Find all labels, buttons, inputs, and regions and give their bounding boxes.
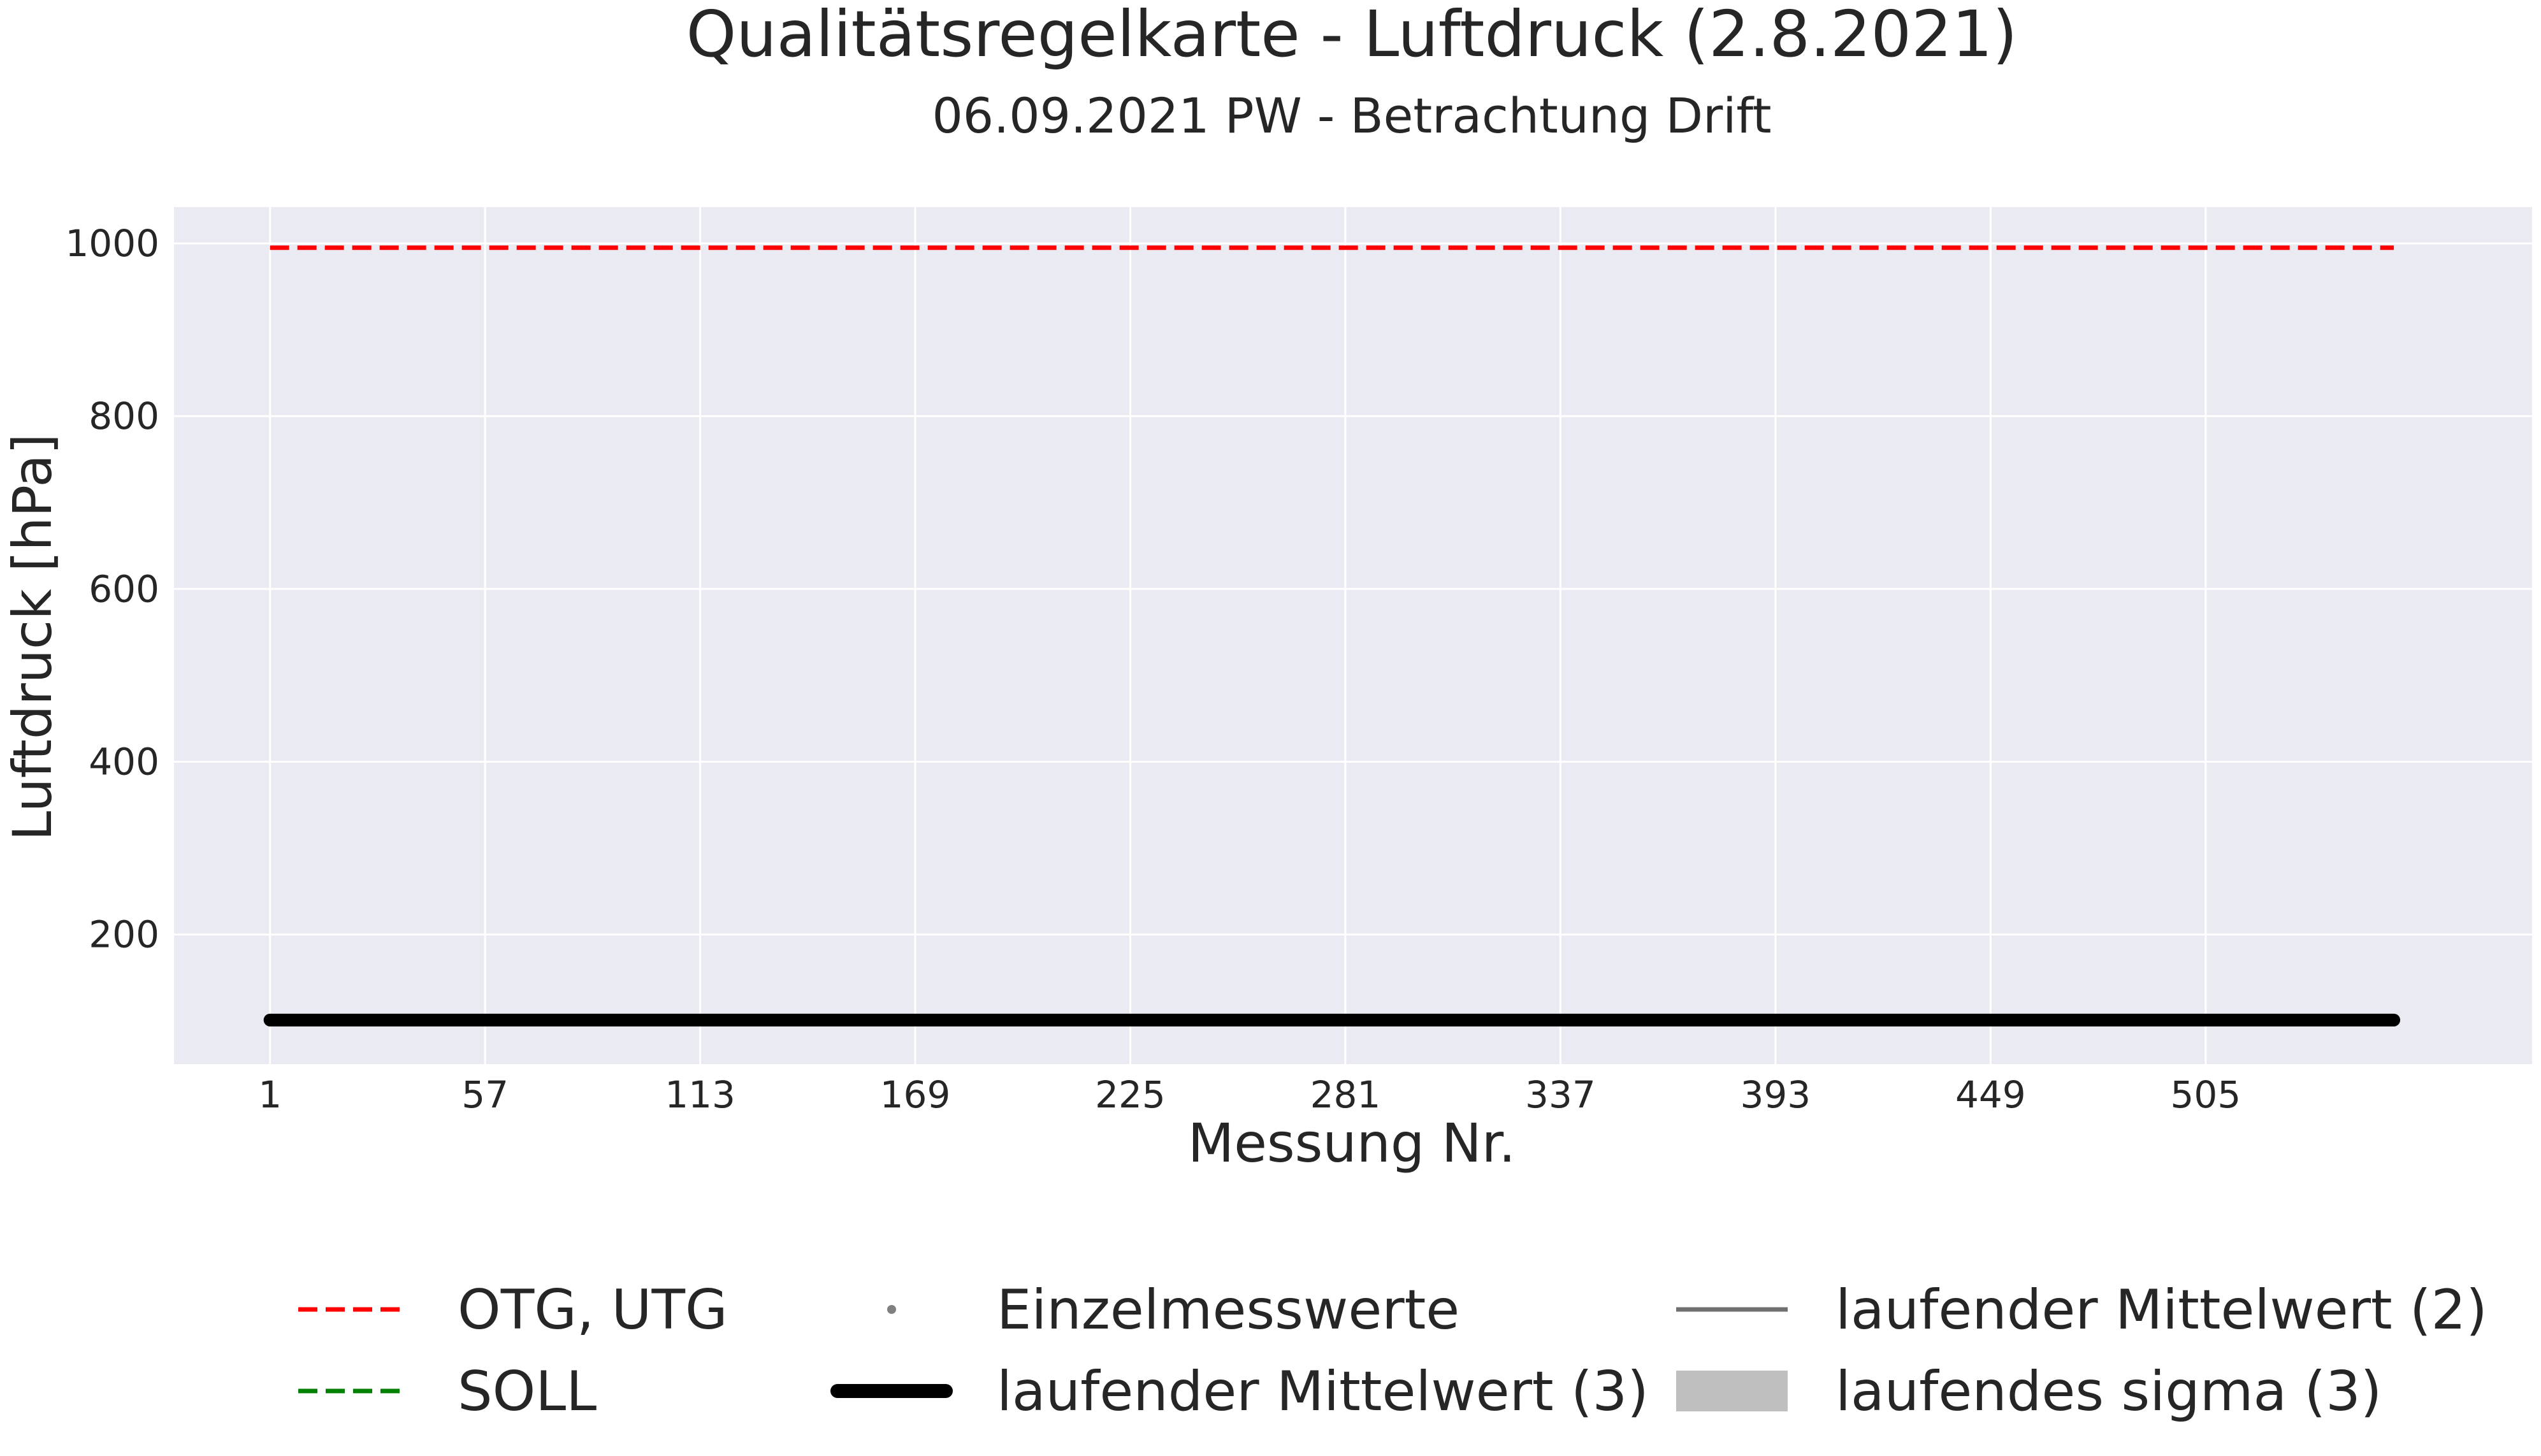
legend-label: Einzelmesswerte	[997, 1278, 1459, 1342]
legend-item-laufender-mittelwert-2: laufender Mittelwert (2)	[1676, 1278, 2487, 1342]
y-axis-label: Luftdruck [hPa]	[1, 433, 64, 840]
x-tick-label: 505	[2170, 1073, 2241, 1116]
y-tick-label: 400	[89, 740, 159, 783]
y-tick-label: 600	[89, 567, 159, 610]
x-tick-label: 337	[1525, 1073, 1596, 1116]
chart-subtitle: 06.09.2021 PW - Betrachtung Drift	[932, 87, 1771, 144]
legend-item-laufendes-sigma-3: laufendes sigma (3)	[1676, 1360, 2382, 1424]
x-tick-label: 113	[665, 1073, 735, 1116]
legend-item-otg-utg: OTG, UTG	[298, 1278, 728, 1342]
x-tick-label: 1	[258, 1073, 282, 1116]
y-tick-label: 200	[89, 913, 159, 956]
x-axis-ticks: 1 57 113 169 225 281 337 393 449 505	[258, 1073, 2241, 1116]
series-layer	[263, 245, 2401, 1027]
x-tick-label: 169	[880, 1073, 951, 1116]
x-tick-label: 281	[1310, 1073, 1381, 1116]
y-axis-ticks: 200 400 600 800 1000	[65, 222, 159, 956]
x-tick-label: 57	[461, 1073, 509, 1116]
legend-item-einzelmesswerte: Einzelmesswerte	[887, 1278, 1459, 1342]
x-tick-label: 449	[1955, 1073, 2026, 1116]
legend-label: laufender Mittelwert (3)	[997, 1360, 1649, 1424]
legend-label: laufender Mittelwert (2)	[1835, 1278, 2487, 1342]
x-tick-label: 225	[1095, 1073, 1166, 1116]
legend-label: OTG, UTG	[458, 1278, 728, 1342]
grid	[174, 207, 2532, 1064]
legend-swatch	[1676, 1371, 1788, 1411]
y-tick-label: 800	[89, 394, 159, 438]
y-tick-label: 1000	[65, 222, 159, 265]
legend: OTG, UTG SOLL Einzelmesswerte laufender Mit…	[298, 1278, 2487, 1424]
x-tick-label: 393	[1741, 1073, 1811, 1116]
plot-area	[174, 207, 2532, 1064]
legend-label: SOLL	[458, 1360, 597, 1424]
chart-title: Qualitätsregelkarte - Luftdruck (2.8.202…	[686, 0, 2018, 71]
legend-label: laufendes sigma (3)	[1835, 1360, 2382, 1424]
legend-item-soll: SOLL	[298, 1360, 597, 1424]
x-axis-label: Messung Nr.	[1188, 1112, 1516, 1174]
legend-swatch	[887, 1305, 896, 1314]
legend-item-laufender-mittelwert-3: laufender Mittelwert (3)	[830, 1360, 1649, 1424]
